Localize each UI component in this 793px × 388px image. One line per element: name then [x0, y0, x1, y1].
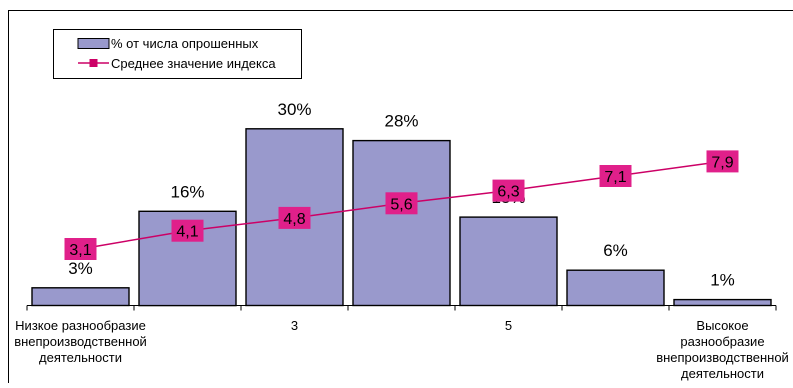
index-value-label: 6,3: [497, 184, 519, 201]
bar-value-label: 1%: [710, 271, 735, 290]
bar-series: [32, 129, 771, 306]
bar-value-label: 6%: [603, 241, 628, 260]
index-value-label: 3,1: [69, 242, 91, 259]
x-tick-label: 5: [505, 318, 512, 333]
bar-value-label: 3%: [68, 259, 93, 278]
index-value-label: 5,6: [390, 196, 412, 213]
legend-line-marker: [90, 59, 98, 67]
x-tick-label: 3: [291, 318, 298, 333]
legend-bar-swatch: [78, 39, 109, 49]
legend-line-label: Среднее значение индекса: [111, 56, 276, 71]
index-value-label: 4,1: [176, 224, 198, 241]
index-value-label: 4,8: [283, 211, 305, 228]
index-value-label: 7,1: [604, 169, 626, 186]
bar-7: [674, 300, 771, 306]
bar-value-label: 16%: [170, 182, 204, 201]
bar-5: [460, 217, 557, 305]
legend-bar-label: % от числа опрошенных: [111, 36, 259, 51]
bar-1: [32, 288, 129, 306]
legend: % от числа опрошенных Среднее значение и…: [54, 30, 302, 79]
bar-6: [567, 270, 664, 305]
index-value-label: 7,9: [711, 154, 733, 171]
bar-value-label: 30%: [277, 100, 311, 119]
bar-4: [353, 141, 450, 306]
bar-value-label: 28%: [384, 112, 418, 131]
